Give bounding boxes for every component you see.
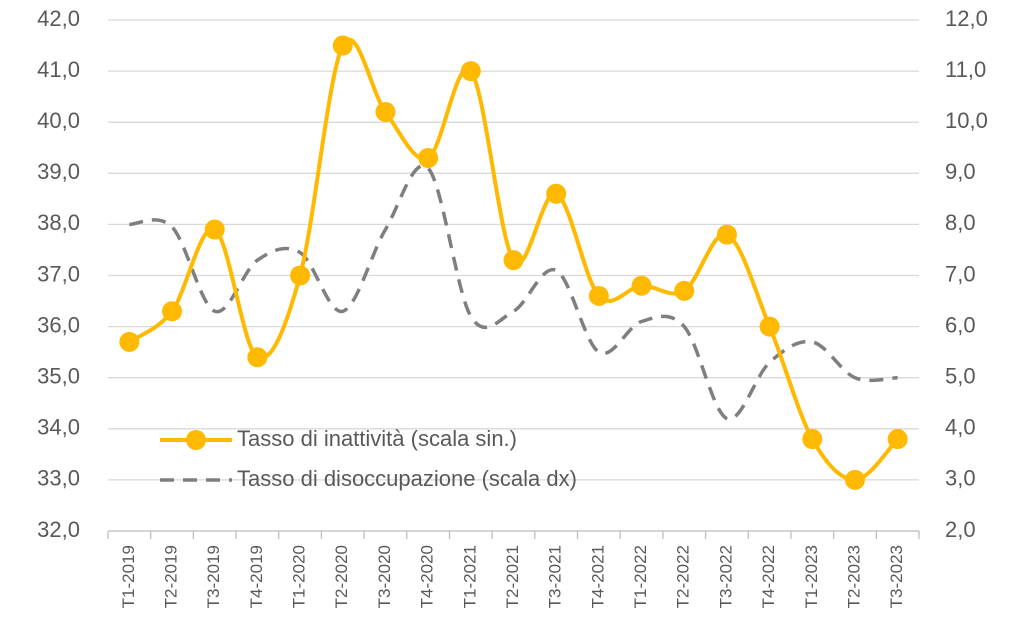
point [546,183,567,204]
y-tick-label: 35,0 [37,364,80,389]
x-tick-label: T3-2023 [887,545,906,608]
point [418,147,439,168]
point [716,224,737,245]
x-tick-label: T2-2021 [503,545,522,608]
legend-marker [186,430,206,450]
x-tick-label: T1-2020 [290,545,309,608]
y-tick-label: 41,0 [37,57,80,82]
y2-tick-label: 7,0 [945,261,976,286]
point [674,280,695,301]
y-tick-label: 39,0 [37,159,80,184]
x-tick-label: T3-2021 [546,545,565,608]
y2-tick-label: 8,0 [945,210,976,235]
y2-tick-label: 10,0 [945,108,988,133]
point [887,429,908,450]
y2-tick-label: 2,0 [945,517,976,542]
point [290,265,311,286]
point [204,219,225,240]
x-tick-label: T2-2019 [162,545,181,608]
point [119,331,140,352]
y-tick-label: 42,0 [37,6,80,31]
point [802,429,823,450]
point [503,250,524,271]
x-tick-label: T2-2020 [332,545,351,608]
point [759,316,780,337]
x-tick-label: T1-2022 [631,545,650,608]
point [460,61,481,82]
y2-tick-label: 11,0 [945,57,986,82]
x-tick-label: T1-2021 [460,545,479,608]
y2-tick-label: 5,0 [945,364,976,389]
point [588,285,609,306]
x-tick-label: T4-2022 [759,545,778,608]
point [375,101,396,122]
y-tick-label: 34,0 [37,415,80,440]
x-tick-label: T2-2022 [674,545,693,608]
y-tick-label: 32,0 [37,517,80,542]
x-tick-label: T3-2020 [375,545,394,608]
x-tick-label: T1-2023 [802,545,821,608]
series-line [129,164,898,421]
legend-label: Tasso di disoccupazione (scala dx) [237,466,577,491]
y2-tick-label: 6,0 [945,312,976,337]
y-tick-label: 36,0 [37,312,80,337]
point [162,301,183,322]
x-tick-label: T1-2019 [119,545,138,608]
y2-tick-label: 3,0 [945,466,976,491]
y2-tick-label: 4,0 [945,415,976,440]
x-tick-label: T4-2020 [418,545,437,608]
y-tick-label: 37,0 [37,261,80,286]
x-tick-label: T2-2023 [844,545,863,608]
point [631,275,652,296]
x-tick-label: T3-2022 [716,545,735,608]
point [332,35,353,56]
point [844,469,865,490]
point [247,347,268,368]
x-tick-label: T4-2021 [588,545,607,608]
y-tick-label: 33,0 [37,466,80,491]
x-tick-label: T4-2019 [247,545,266,608]
y2-tick-label: 12,0 [945,6,988,31]
y-tick-label: 40,0 [37,108,80,133]
y2-tick-label: 9,0 [945,159,976,184]
x-tick-label: T3-2019 [204,545,223,608]
legend-label: Tasso di inattività (scala sin.) [237,426,517,451]
y-tick-label: 38,0 [37,210,80,235]
